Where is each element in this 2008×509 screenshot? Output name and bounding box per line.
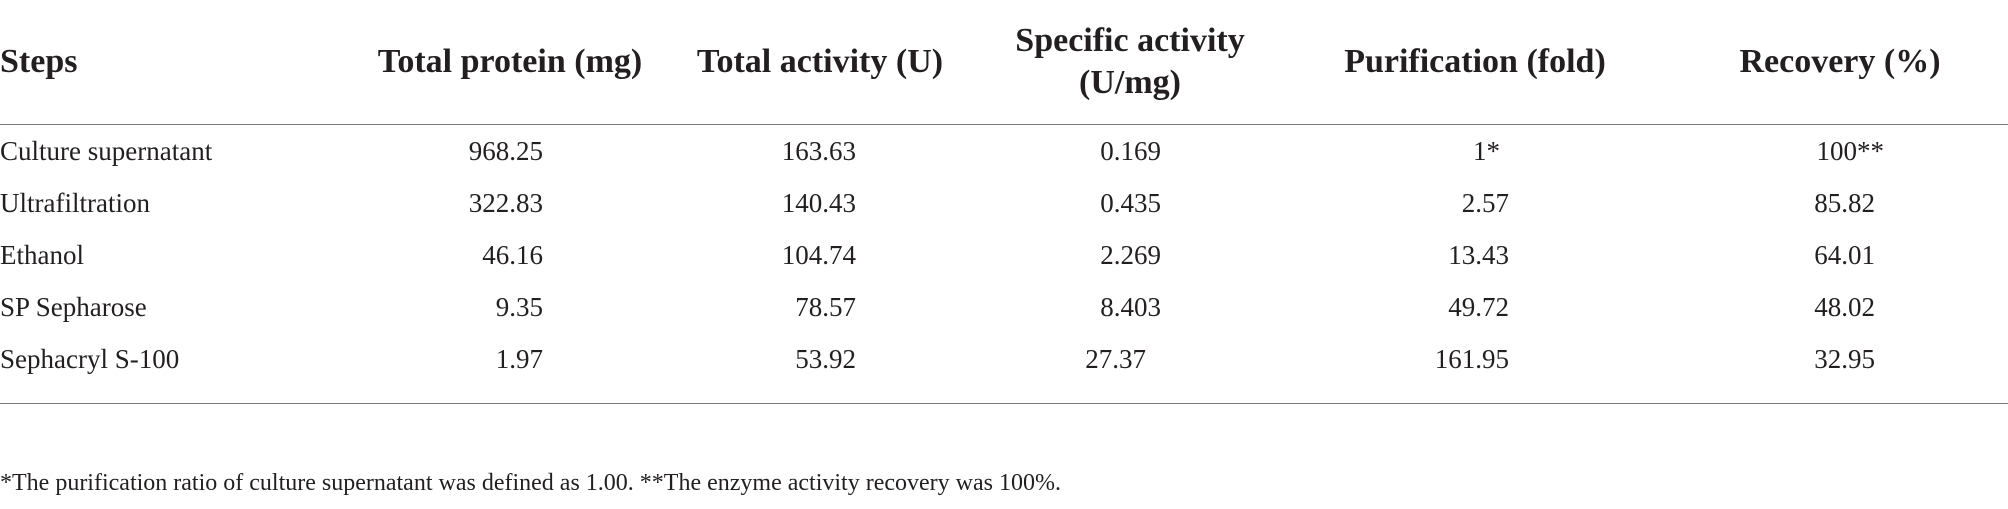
header-specific-activity: Specific activity (U/mg)	[970, 0, 1290, 124]
table-row: Sephacryl S-100 1.97 53.92 27.37 161.95 …	[0, 333, 2008, 385]
cell-total-activity: 140.43	[781, 188, 856, 218]
cell-purification: 2.57	[1461, 188, 1509, 218]
purification-table: Steps Total protein (mg) Total activity …	[0, 0, 2008, 496]
bottom-rule	[0, 403, 2008, 404]
cell-total-protein: 9.35	[495, 292, 543, 322]
header-total-protein: Total protein (mg)	[340, 0, 680, 124]
header-specific-activity-line1: Specific activity	[1015, 22, 1245, 59]
header-specific-activity-line2: (U/mg)	[1079, 64, 1181, 101]
cell-specific-activity: 8.403	[1100, 292, 1161, 322]
cell-purification: 1*	[1473, 136, 1500, 166]
cell-total-protein: 322.83	[468, 188, 543, 218]
cell-step: SP Sepharose	[0, 292, 147, 322]
header-steps: Steps	[0, 0, 200, 124]
header-specific-activity-text: Specific activity (U/mg)	[1015, 20, 1244, 104]
cell-specific-activity: 27.37	[1085, 344, 1146, 374]
table-footnote: *The purification ratio of culture super…	[0, 470, 1061, 496]
cell-recovery: 85.82	[1814, 188, 1875, 218]
cell-purification: 13.43	[1448, 240, 1509, 270]
cell-recovery: 32.95	[1814, 344, 1875, 374]
header-total-protein-label: Total protein (mg)	[377, 43, 643, 80]
cell-step: Culture supernatant	[0, 136, 213, 166]
cell-recovery: 48.02	[1814, 292, 1875, 322]
cell-total-activity: 163.63	[781, 136, 856, 166]
table-row: Ethanol 46.16 104.74 2.269 13.43 64.01	[0, 229, 2008, 281]
cell-total-activity: 104.74	[781, 240, 856, 270]
header-total-activity-label: Total activity (U)	[696, 43, 944, 80]
table-body: Culture supernatant 968.25 163.63 0.169 …	[0, 124, 2008, 385]
cell-specific-activity: 0.435	[1100, 188, 1161, 218]
cell-total-activity: 78.57	[795, 292, 856, 322]
cell-step: Ultrafiltration	[0, 188, 150, 218]
cell-total-protein: 1.97	[495, 344, 543, 374]
cell-recovery: 64.01	[1814, 240, 1875, 270]
table-row: SP Sepharose 9.35 78.57 8.403 49.72 48.0…	[0, 281, 2008, 333]
cell-step: Sephacryl S-100	[0, 344, 180, 374]
table-row: Ultrafiltration 322.83 140.43 0.435 2.57…	[0, 177, 2008, 229]
table-header: Steps Total protein (mg) Total activity …	[0, 0, 2008, 124]
header-purification: Purification (fold)	[1310, 0, 1640, 124]
header-recovery-label: Recovery (%)	[1739, 43, 1941, 80]
cell-step: Ethanol	[0, 240, 84, 270]
cell-purification: 49.72	[1448, 292, 1509, 322]
cell-total-protein: 968.25	[468, 136, 543, 166]
cell-specific-activity: 2.269	[1100, 240, 1161, 270]
cell-total-activity: 53.92	[795, 344, 856, 374]
header-recovery: Recovery (%)	[1700, 0, 1980, 124]
cell-recovery: 100**	[1816, 136, 1885, 166]
table-row: Culture supernatant 968.25 163.63 0.169 …	[0, 125, 2008, 177]
cell-total-protein: 46.16	[482, 240, 543, 270]
header-total-activity: Total activity (U)	[660, 0, 980, 124]
header-rule	[0, 124, 2008, 125]
header-purification-label: Purification (fold)	[1344, 43, 1606, 80]
header-steps-label: Steps	[0, 43, 78, 80]
cell-purification: 161.95	[1434, 344, 1509, 374]
cell-specific-activity: 0.169	[1100, 136, 1161, 166]
